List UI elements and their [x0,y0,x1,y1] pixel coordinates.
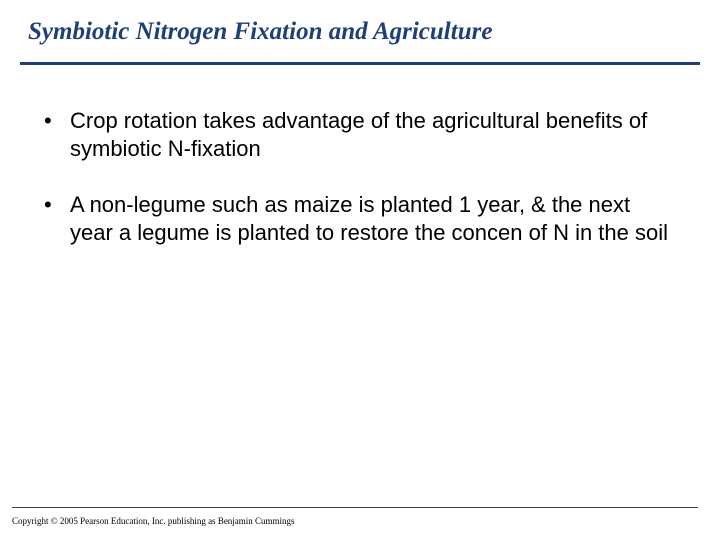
slide: Symbiotic Nitrogen Fixation and Agricult… [0,0,720,540]
footer-rule [12,507,698,508]
copyright-text: Copyright © 2005 Pearson Education, Inc.… [12,516,295,526]
list-item: A non-legume such as maize is planted 1 … [42,191,678,247]
bullet-list: Crop rotation takes advantage of the agr… [42,107,678,248]
list-item: Crop rotation takes advantage of the agr… [42,107,678,163]
slide-content: Crop rotation takes advantage of the agr… [20,65,700,248]
slide-title: Symbiotic Nitrogen Fixation and Agricult… [20,18,700,54]
